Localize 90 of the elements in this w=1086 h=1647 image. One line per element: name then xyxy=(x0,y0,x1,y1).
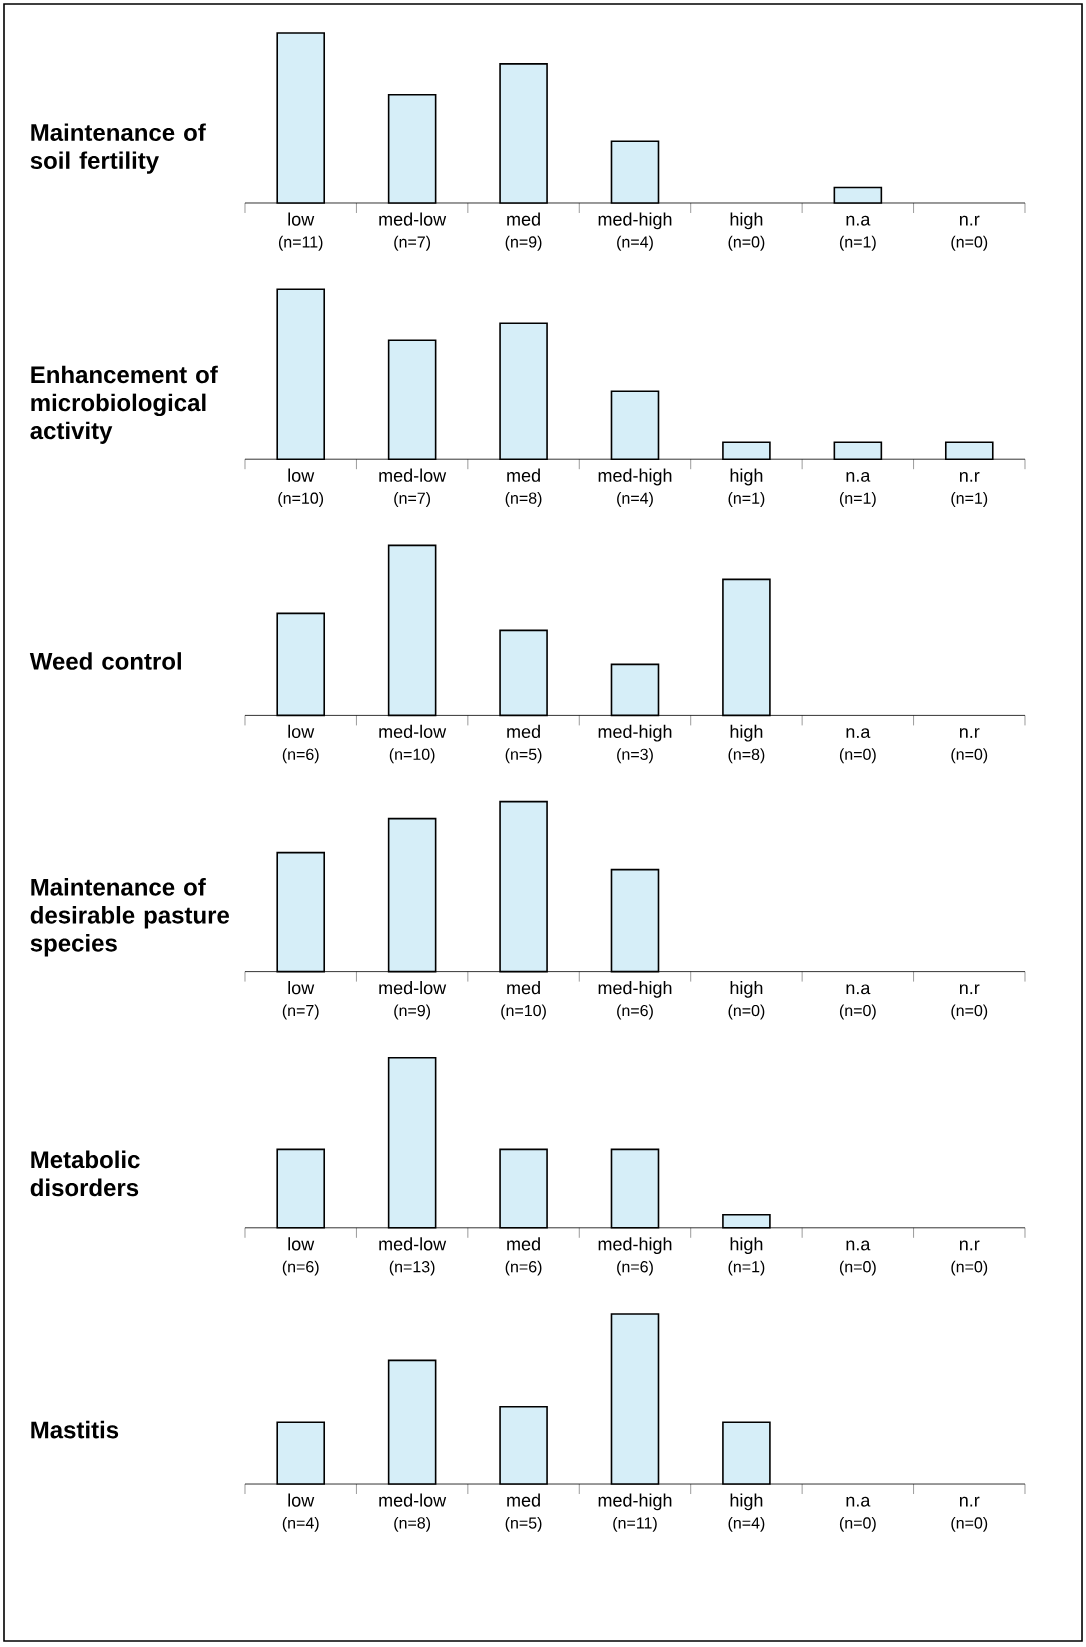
x-tick-label: high xyxy=(730,1237,763,1255)
x-tick-label: high xyxy=(730,1493,763,1511)
x-tick-label: low xyxy=(288,724,315,739)
x-tick-label: n.r xyxy=(959,215,980,226)
data-label: (n=6) xyxy=(617,1260,653,1276)
x-tick-label: high xyxy=(730,981,763,998)
x-tick-label: low xyxy=(288,468,315,482)
data-label: (n=0) xyxy=(839,748,876,764)
data-label: (n=1) xyxy=(728,1260,765,1276)
x-tick-label: high xyxy=(730,212,763,230)
x-tick-label: med-low xyxy=(379,212,447,226)
x-tick-label: n.a xyxy=(846,728,871,739)
data-label: (n=0) xyxy=(728,235,765,251)
x-tick-label: med-high xyxy=(598,981,672,998)
data-label: (n=5) xyxy=(505,1516,542,1532)
x-tick-label: low xyxy=(288,1493,315,1507)
data-label: (n=0) xyxy=(951,748,988,764)
x-tick-label: med-high xyxy=(598,212,672,230)
text: Weed control xyxy=(29,652,181,670)
data-label: (n=11) xyxy=(278,235,323,251)
data-label: (n=4) xyxy=(282,1516,319,1532)
data-label: (n=10) xyxy=(278,492,324,507)
data-label: (n=4) xyxy=(728,1516,765,1532)
x-tick-label: med xyxy=(507,1237,540,1251)
x-tick-label: low xyxy=(288,981,315,995)
data-label: (n=9) xyxy=(505,235,542,251)
text: Mastitis xyxy=(31,1420,119,1439)
data-label: (n=0) xyxy=(951,235,988,251)
x-tick-label: med xyxy=(507,468,540,482)
x-tick-label: n.r xyxy=(959,984,980,995)
data-label: (n=0) xyxy=(839,1516,876,1532)
data-label: (n=4) xyxy=(617,492,653,507)
data-label: (n=1) xyxy=(839,235,876,251)
x-tick-label: med-high xyxy=(598,1237,672,1255)
data-label: (n=8) xyxy=(728,748,765,764)
x-tick-label: med-high xyxy=(598,724,672,742)
x-tick-label: n.r xyxy=(959,1496,980,1507)
data-label: (n=0) xyxy=(839,1004,876,1020)
x-tick-label: high xyxy=(730,468,763,486)
text: Enhancement of microbiological activity xyxy=(30,365,218,444)
text: Metabolic disorders xyxy=(30,1150,140,1197)
data-label: (n=6) xyxy=(617,1004,653,1020)
x-tick-label: n.a xyxy=(846,215,871,226)
x-tick-label: med-high xyxy=(598,1493,672,1511)
x-tick-label: med-low xyxy=(379,1493,447,1507)
data-label: (n=5) xyxy=(505,748,542,764)
x-tick-label: n.r xyxy=(959,728,980,738)
data-label: (n=6) xyxy=(282,748,319,764)
data-label: (n=1) xyxy=(728,492,765,507)
data-label: (n=9) xyxy=(394,1004,431,1020)
data-label: (n=0) xyxy=(839,1260,876,1276)
x-tick-label: med xyxy=(507,981,540,995)
data-label: (n=0) xyxy=(951,1516,988,1532)
data-label: (n=1) xyxy=(839,492,876,507)
x-tick-label: med-low xyxy=(379,724,447,739)
data-label: (n=8) xyxy=(505,492,542,507)
x-tick-label: med-low xyxy=(379,981,447,995)
x-tick-label: low xyxy=(288,212,315,226)
data-label: (n=3) xyxy=(617,748,653,764)
x-tick-label: n.a xyxy=(846,1496,871,1507)
x-tick-label: n.r xyxy=(959,1240,980,1251)
x-tick-label: med-low xyxy=(379,468,447,482)
x-tick-label: n.r xyxy=(959,471,980,482)
data-label: (n=6) xyxy=(505,1260,542,1276)
x-tick-label: med xyxy=(507,724,540,739)
data-label: (n=10) xyxy=(501,1004,546,1020)
data-label: (n=13) xyxy=(389,1260,435,1276)
data-label: (n=0) xyxy=(728,1004,765,1020)
data-label: (n=7) xyxy=(394,235,431,251)
data-label: (n=8) xyxy=(394,1516,431,1532)
data-label: (n=6) xyxy=(282,1260,319,1276)
x-tick-label: med xyxy=(507,212,540,226)
data-label: (n=0) xyxy=(951,1260,988,1276)
data-label: (n=7) xyxy=(282,1004,319,1020)
data-label: (n=4) xyxy=(617,235,653,251)
text: Maintenance of desirable pasture species xyxy=(30,878,229,957)
data-label: (n=11) xyxy=(613,1516,657,1532)
x-tick-label: n.a xyxy=(846,984,871,995)
data-label: (n=7) xyxy=(394,492,431,507)
data-label: (n=10) xyxy=(389,748,435,764)
x-tick-label: med-low xyxy=(379,1237,447,1251)
x-tick-label: n.a xyxy=(846,1240,871,1251)
data-label: (n=0) xyxy=(951,1004,988,1020)
x-tick-label: n.a xyxy=(846,471,871,482)
data-label: (n=1) xyxy=(951,492,988,507)
x-tick-label: med xyxy=(507,1493,540,1507)
text: Maintenance of soil fertility xyxy=(30,123,206,174)
x-tick-label: med-high xyxy=(598,468,672,486)
x-tick-label: high xyxy=(730,724,763,742)
x-tick-label: low xyxy=(288,1237,315,1251)
